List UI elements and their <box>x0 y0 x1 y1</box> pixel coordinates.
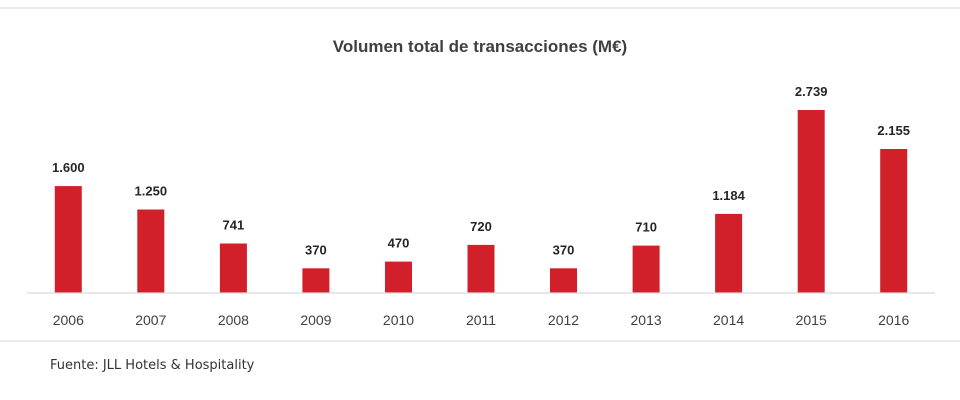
bar-2013 <box>632 245 660 293</box>
data-label-2010: 470 <box>388 236 410 251</box>
bar-2008 <box>219 243 247 293</box>
bar-chart: Volumen total de transacciones (M€) 1.60… <box>27 37 935 328</box>
data-labels-group: 1.600 1.250 741 370 470 720 370 710 1.184 2.739 2.… <box>52 84 910 257</box>
source-note: Fuente: JLL Hotels & Hospitality <box>50 358 255 373</box>
data-label-2007: 1.250 <box>135 184 168 199</box>
x-tick-2010: 2010 <box>383 312 414 328</box>
data-label-2014: 1.184 <box>712 188 745 203</box>
data-label-2012: 370 <box>553 242 575 257</box>
data-label-2006: 1.600 <box>52 160 85 175</box>
data-label-2008: 741 <box>223 218 245 233</box>
x-tick-2016: 2016 <box>878 312 909 328</box>
x-tick-2012: 2012 <box>548 312 579 328</box>
bottom-divider <box>0 340 960 342</box>
bar-2007 <box>137 209 165 293</box>
data-label-2011: 720 <box>470 219 492 234</box>
x-tick-2006: 2006 <box>53 312 84 328</box>
x-tick-2011: 2011 <box>466 312 496 328</box>
x-tick-labels-group: 2006 2007 2008 2009 2010 2011 2012 2013 2014 2015… <box>53 312 910 328</box>
chart-title: Volumen total de transacciones (M€) <box>333 37 627 56</box>
bar-2011 <box>467 244 495 293</box>
data-label-2016: 2.155 <box>877 123 910 138</box>
x-tick-2014: 2014 <box>713 312 744 328</box>
bar-2016 <box>880 149 908 293</box>
bar-2015 <box>797 110 825 293</box>
x-tick-2009: 2009 <box>300 312 331 328</box>
top-divider <box>0 7 960 9</box>
bar-2012 <box>550 268 577 293</box>
bar-2014 <box>715 213 743 293</box>
data-label-2009: 370 <box>305 242 327 257</box>
x-tick-2007: 2007 <box>135 312 166 328</box>
x-tick-2015: 2015 <box>796 312 827 328</box>
data-label-2013: 710 <box>635 220 657 235</box>
bar-2006 <box>54 186 82 293</box>
bars-group <box>54 110 908 293</box>
bar-2009 <box>302 268 330 293</box>
bar-2010 <box>385 261 412 293</box>
x-tick-2008: 2008 <box>218 312 249 328</box>
data-label-2015: 2.739 <box>795 84 828 99</box>
x-tick-2013: 2013 <box>631 312 662 328</box>
